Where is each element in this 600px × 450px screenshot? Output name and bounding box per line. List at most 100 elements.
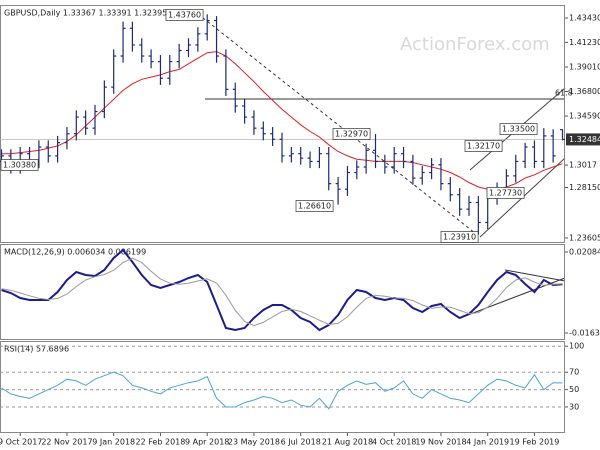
ohlc-bar: [560, 129, 565, 141]
ohlc-bar: [157, 54, 163, 85]
panel-title: MACD(12,26,9) 0.006034 0.006199: [4, 248, 146, 257]
annotation-box: [0, 159, 39, 171]
ohlc-bar: [176, 43, 182, 69]
watermark: ActionForex.com: [400, 34, 550, 55]
ohlc-bar: [307, 151, 313, 169]
ohlc-bar: [401, 147, 407, 169]
ohlc-bar: [419, 165, 425, 185]
ohlc-bar: [513, 154, 519, 183]
ohlc-bar: [373, 134, 378, 169]
ohlc-bar: [410, 154, 416, 185]
y-tick-label: 1.43430: [569, 13, 600, 22]
ohlc-bar: [316, 147, 322, 169]
ohlc-bar: [92, 104, 98, 135]
ohlc-bar: [111, 49, 117, 94]
ohlc-bar: [522, 142, 528, 169]
ohlc-bar: [447, 176, 453, 202]
annotation-label: 1.43760: [168, 11, 201, 20]
ohlc-bar: [83, 110, 89, 135]
ohlc-bar: [223, 49, 229, 96]
ohlc-bar: [298, 147, 304, 165]
ohlc-bar: [232, 82, 238, 113]
y-tick-label: 1.3017: [569, 161, 597, 170]
ohlc-bar: [120, 21, 126, 63]
panel-frame: [0, 244, 565, 340]
ohlc-bar: [260, 121, 266, 141]
ohlc-bar: [64, 127, 70, 150]
ohlc-bar: [55, 135, 61, 163]
ohlc-bar: [429, 158, 435, 180]
annotation-label: 1.32970: [335, 130, 368, 139]
macd-triangle-upper: [504, 269, 566, 282]
last-price-label: 1.32484: [569, 135, 600, 144]
ohlc-bar: [251, 110, 257, 135]
y-tick-label: -0.016389: [569, 328, 600, 337]
panel-frame: [0, 341, 565, 433]
ohlc-bar: [391, 147, 397, 174]
y-tick-label: 100: [569, 342, 584, 351]
ohlc-bar: [214, 16, 220, 63]
y-tick-label: 70: [569, 368, 579, 377]
x-tick-label: 6 Jul 2018: [281, 438, 321, 447]
ohlc-bar: [475, 195, 481, 235]
y-tick-label: 30: [569, 402, 579, 411]
annotation-box: [464, 140, 503, 152]
ohlc-bar: [457, 188, 463, 216]
annotation-box: [499, 123, 538, 135]
annotation-label: 1.30380: [3, 161, 36, 170]
ohlc-bar: [73, 110, 79, 141]
annotation-box: [486, 187, 525, 199]
x-tick-label: 23 May 2018: [228, 438, 280, 447]
ohlc-bar: [101, 80, 107, 119]
annotation-box: [295, 200, 334, 212]
last-price-box: [566, 133, 600, 146]
panel-frame: [0, 5, 565, 243]
x-tick-label: 9 Oct 2017: [0, 438, 42, 447]
annotation-label: 1.33500: [502, 125, 535, 134]
annotation-label: 1.27730: [489, 189, 522, 198]
panel-title: GBPUSD,Daily 1.33367 1.33391 1.32395 1.3…: [4, 9, 203, 18]
y-tick-label: 1.41230: [569, 38, 600, 47]
ohlc-bar: [195, 27, 201, 52]
ohlc-bar: [167, 54, 173, 85]
ohlc-bar: [270, 127, 276, 146]
ohlc-bar: [466, 195, 472, 216]
ohlc-bar: [129, 21, 135, 52]
annotation-box: [165, 9, 204, 21]
ohlc-bar: [139, 38, 145, 63]
y-tick-label: 1.39010: [569, 63, 600, 72]
ohlc-bar: [204, 14, 210, 41]
x-tick-label: 19 Nov 2018: [415, 438, 466, 447]
y-tick-label: 1.23605: [569, 233, 600, 242]
panel-title: RSI(14) 57.6896: [4, 345, 69, 354]
x-tick-label: 4 Jan 2019: [466, 438, 509, 447]
ohlc-bar: [326, 147, 332, 191]
annotation-label: 61.8: [555, 89, 573, 98]
ohlc-bar: [541, 128, 547, 169]
series-line: [1, 371, 563, 410]
y-tick-label: 1.34590: [569, 112, 600, 121]
ohlc-bar: [242, 99, 248, 124]
x-tick-label: 9 Apr 2018: [185, 438, 229, 447]
series-line: [1, 257, 563, 327]
ohlc-bar: [335, 176, 341, 205]
ohlc-bar: [550, 129, 556, 163]
annotation-label: 1.26610: [298, 202, 331, 211]
ohlc-bar: [45, 140, 51, 163]
y-tick-label: 50: [569, 385, 579, 394]
ohlc-bar: [288, 147, 294, 163]
x-tick-label: 9 Jan 2018: [92, 438, 135, 447]
ohlc-bar: [531, 140, 537, 169]
ohlc-bar: [344, 165, 350, 196]
ohlc-bar: [354, 160, 360, 180]
x-tick-label: 22 Nov 2017: [41, 438, 92, 447]
ohlc-bar: [363, 143, 369, 174]
ohlc-bar: [186, 38, 191, 58]
annotation-box: [332, 128, 371, 140]
y-tick-label: 0.020848: [569, 248, 600, 257]
ohlc-bar: [279, 132, 285, 163]
ohlc-bar: [382, 154, 388, 174]
annotation-label: 1.32170: [467, 142, 500, 151]
